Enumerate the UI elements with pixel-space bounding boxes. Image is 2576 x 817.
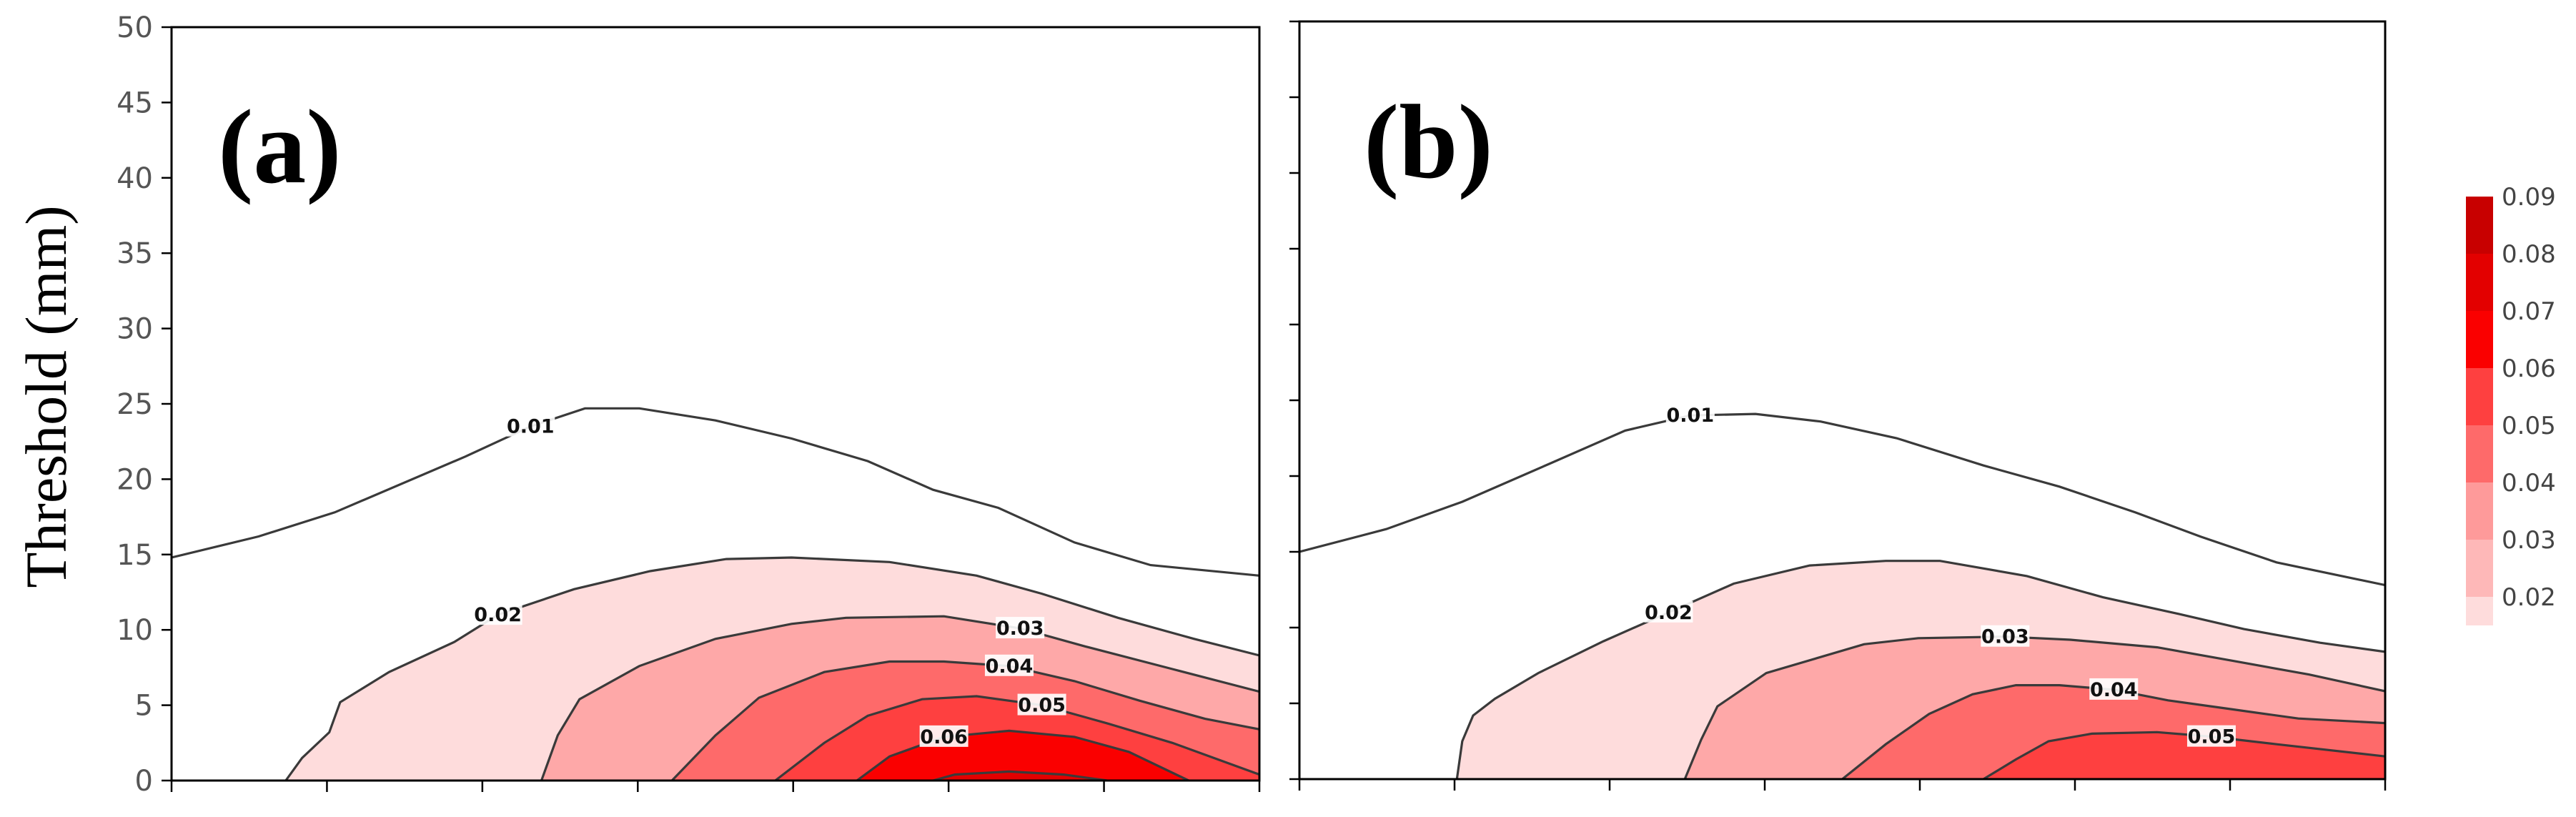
contour-line-0.03 <box>540 615 1259 781</box>
contour-label: 0.01 <box>507 416 555 438</box>
contour-label-bg <box>1665 404 1715 426</box>
colorbar-tick-label: 0.04 <box>2502 469 2556 497</box>
contour-label-bg <box>1017 693 1066 716</box>
y-axis-label: Threshold (mm) <box>14 205 79 588</box>
contour-label: 0.06 <box>920 726 968 748</box>
contour-label: 0.02 <box>1645 602 1693 624</box>
contour-fill-0.07 <box>933 771 1259 781</box>
y-tick-label: 15 <box>117 539 153 572</box>
colorbar-tick-label: 0.07 <box>2502 297 2556 326</box>
contour-label-bg <box>1644 600 1693 623</box>
colorbar-swatch <box>2466 540 2493 597</box>
colorbar-swatch <box>2466 597 2493 625</box>
contour-label: 0.05 <box>2188 726 2236 748</box>
contour-label-bg <box>919 725 969 747</box>
contour-label-bg <box>506 415 555 437</box>
contour-label: 0.04 <box>986 655 1034 678</box>
contour-label: 0.05 <box>1018 695 1066 717</box>
colorbar: 0.09 0.08 0.07 0.06 0.05 0.04 0.03 0.02 <box>2466 183 2556 625</box>
contour-line-0.01 <box>1299 412 2385 587</box>
contour-label-bg <box>2186 725 2236 747</box>
colorbar-swatch <box>2466 368 2493 425</box>
colorbar-swatch <box>2466 197 2493 254</box>
contour-fill-0.05 <box>1983 732 2385 779</box>
panel-a: 0.01 0.02 0.03 0.04 0.05 0.06 0 5 10 15 20 25 30 35 40… <box>117 11 1261 798</box>
contour-label: 0.04 <box>2090 679 2138 701</box>
contour-label-bg <box>2089 678 2139 700</box>
contour-label-bg <box>1981 625 2030 647</box>
contour-label: 0.03 <box>996 618 1044 640</box>
y-tick-label: 0 <box>135 765 153 798</box>
y-tick-label: 50 <box>117 11 153 44</box>
contour-line-0.04 <box>1841 684 2385 779</box>
contour-line-0.06 <box>856 729 1189 781</box>
y-tick-label: 5 <box>135 690 153 723</box>
contour-label: 0.01 <box>1667 405 1715 427</box>
y-tick-label: 10 <box>117 614 153 647</box>
y-tick-label: 20 <box>117 463 153 496</box>
panel-b: 0.01 0.02 0.03 0.04 0.05 (b) <box>1289 20 2387 791</box>
contour-label: 0.03 <box>1981 626 2029 648</box>
y-tick-label: 35 <box>117 237 153 270</box>
colorbar-swatch <box>2466 311 2493 368</box>
colorbar-tick-label: 0.05 <box>2502 412 2556 440</box>
y-tick-label: 25 <box>117 388 153 421</box>
panel-label: (a) <box>218 89 342 206</box>
y-tick-label: 30 <box>117 313 153 346</box>
contour-line-0.02 <box>1455 560 2385 779</box>
y-tick-label: 40 <box>117 162 153 195</box>
colorbar-swatch <box>2466 254 2493 311</box>
contour-line-0.04 <box>670 660 1259 781</box>
contour-line-0.01 <box>172 407 1259 577</box>
y-tick-label: 45 <box>117 86 153 119</box>
contour-line-0.05 <box>1983 731 2385 779</box>
colorbar-tick-label: 0.03 <box>2502 526 2556 555</box>
colorbar-tick-label: 0.09 <box>2502 183 2556 212</box>
contour-line-0.03 <box>1683 635 2385 779</box>
contour-label: 0.02 <box>474 604 522 626</box>
colorbar-tick-label: 0.02 <box>2502 583 2556 612</box>
panel-label: (b) <box>1364 84 1493 201</box>
contour-line-0.05 <box>774 695 1259 781</box>
colorbar-swatch <box>2466 425 2493 482</box>
contour-label-bg <box>473 603 522 625</box>
colorbar-tick-label: 0.08 <box>2502 240 2556 269</box>
colorbar-tick-label: 0.06 <box>2502 355 2556 383</box>
contour-line-0.07 <box>932 770 1108 781</box>
contour-label-bg <box>996 617 1045 639</box>
colorbar-swatch <box>2466 482 2493 540</box>
contour-label-bg <box>984 654 1034 676</box>
contour-line-0.02 <box>284 556 1259 781</box>
